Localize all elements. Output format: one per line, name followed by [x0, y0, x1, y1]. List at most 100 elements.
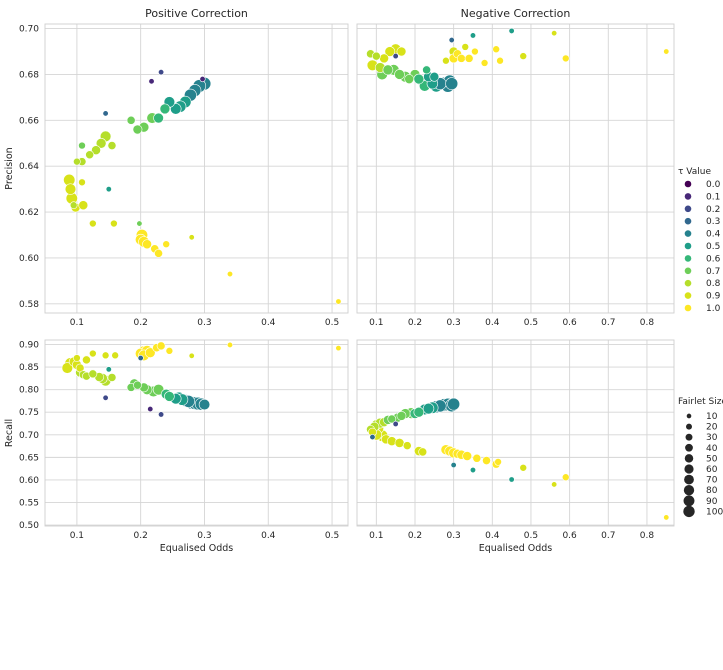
scatter-point: [472, 453, 482, 463]
x-tick-label: 0.3: [197, 318, 211, 328]
scatter-point: [154, 248, 163, 258]
scatter-point: [226, 270, 234, 278]
scatter-point: [61, 362, 74, 374]
size-legend-marker: [685, 443, 693, 452]
scatter-point: [379, 53, 389, 64]
scatter-point: [88, 369, 98, 379]
y-tick-label: 0.50: [19, 521, 39, 531]
scatter-point: [382, 64, 394, 76]
scatter-point: [494, 458, 502, 466]
scatter-point: [413, 406, 425, 418]
tau-legend-label: 0.0: [706, 180, 721, 190]
scatter-point: [413, 73, 425, 85]
x-tick-label: 0.5: [524, 318, 538, 328]
panel-1: 0.1 0.2 0.3 0.4 0.5 0.58 0.60 0.62 0.64 0.66 0.68 0…: [4, 7, 349, 328]
scatter-point: [418, 447, 428, 457]
y-tick-label: 0.75: [19, 408, 39, 418]
scatter-point: [392, 53, 399, 60]
y-tick-label: 0.65: [19, 453, 39, 463]
x-tick-label: 0.4: [485, 531, 500, 541]
scatter-point: [73, 157, 81, 166]
tau-legend-swatch: [684, 230, 692, 237]
scatter-point: [394, 438, 405, 448]
y-tick-label: 0.60: [19, 254, 39, 264]
scatter-point: [82, 355, 91, 365]
scatter-point: [137, 355, 144, 362]
scatter-point: [101, 351, 110, 360]
scatter-point: [519, 52, 528, 60]
scatter-point: [335, 298, 342, 305]
x-tick-label: 0.8: [640, 531, 655, 541]
scatter-point: [107, 141, 117, 150]
tau-legend-swatch: [684, 193, 692, 200]
scatter-point: [447, 397, 461, 411]
y-tick-label: 0.68: [19, 70, 39, 80]
tau-legend-label: 0.5: [706, 242, 720, 252]
scatter-point: [508, 476, 515, 483]
x-tick-label: 0.6: [562, 531, 577, 541]
scatter-point: [164, 391, 175, 402]
scatter-point: [148, 78, 155, 85]
scatter-point: [226, 341, 234, 349]
scatter-point: [162, 240, 170, 248]
x-tick-label: 0.8: [640, 318, 655, 328]
tau-legend-swatch: [684, 242, 692, 250]
x-tick-label: 0.1: [369, 318, 383, 328]
scatter-point: [73, 354, 81, 362]
scatter-point: [89, 349, 97, 358]
scatter-point: [387, 414, 397, 424]
scatter-point: [102, 394, 109, 401]
scatter-point: [480, 59, 489, 67]
tau-legend-label: 0.8: [706, 279, 721, 289]
size-legend-marker: [684, 464, 694, 474]
scatter-point: [461, 43, 470, 51]
size-legend-label: 10: [706, 412, 718, 422]
scatter-point: [369, 434, 376, 441]
scatter-point: [78, 178, 86, 187]
tau-legend-swatch: [684, 304, 692, 312]
x-tick-label: 0.7: [601, 531, 615, 541]
size-legend-marker: [683, 485, 695, 496]
tau-legend-label: 0.7: [706, 267, 720, 277]
x-tick-label: 0.1: [70, 318, 84, 328]
panel-title: Negative Correction: [461, 7, 571, 20]
scatter-point: [64, 183, 77, 195]
tau-legend-swatch: [684, 217, 692, 225]
size-legend-label: 70: [706, 476, 718, 486]
scatter-point: [107, 373, 117, 382]
tau-legend-swatch: [684, 255, 692, 262]
scatter-point: [445, 77, 459, 91]
scatter-point: [69, 201, 78, 209]
x-tick-label: 0.3: [197, 531, 211, 541]
tau-legend-swatch: [684, 205, 692, 213]
scatter-point: [508, 27, 515, 34]
tau-legend-title: τ Value: [678, 167, 711, 177]
y-tick-label: 0.80: [19, 386, 39, 396]
x-tick-label: 0.1: [369, 531, 383, 541]
scatter-point: [422, 65, 431, 75]
x-tick-label: 0.5: [524, 531, 538, 541]
x-tick-label: 0.5: [325, 531, 339, 541]
y-axis-label: Recall: [4, 419, 15, 447]
x-tick-label: 0.1: [70, 531, 84, 541]
scatter-point: [78, 200, 89, 211]
scatter-point: [396, 46, 407, 57]
scatter-point: [469, 32, 477, 39]
scatter-point: [111, 351, 119, 360]
y-tick-label: 0.64: [19, 162, 39, 172]
y-tick-label: 0.58: [19, 300, 39, 310]
scatter-point: [102, 110, 109, 117]
scatter-point: [110, 219, 118, 228]
scatter-point: [126, 115, 136, 125]
scatter-point: [105, 186, 112, 193]
scatter-point: [471, 47, 479, 56]
scatter-point: [561, 54, 570, 63]
panel-frame: [44, 23, 349, 314]
scatter-point: [153, 112, 164, 124]
scatter-point: [371, 51, 381, 61]
tau-legend-label: 0.4: [706, 230, 721, 240]
y-tick-label: 0.66: [19, 116, 39, 126]
scatter-point: [335, 345, 342, 352]
scatter-point: [165, 347, 174, 355]
scatter-point: [496, 56, 504, 65]
